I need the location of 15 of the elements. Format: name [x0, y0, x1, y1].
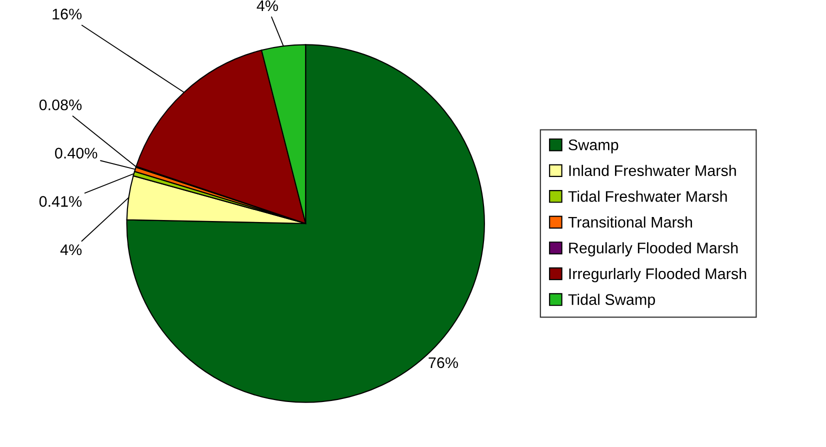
- legend-label: Regularly Flooded Marsh: [569, 242, 738, 256]
- data-label: 0.41%: [39, 196, 82, 207]
- data-label: 4%: [60, 244, 82, 256]
- legend-label: Swamp: [568, 139, 618, 154]
- pie-slice: [126, 44, 485, 403]
- data-label: 16%: [52, 8, 82, 20]
- legend-label: Tidal Freshwater Marsh: [568, 190, 727, 202]
- legend-label: Inland Freshwater Marsh: [569, 164, 736, 176]
- legend-label: Transitional Marsh: [568, 216, 692, 228]
- legend-label: Tidal Swamp: [568, 294, 655, 308]
- legend-label: Irregurlarly Flooded Marsh: [569, 268, 746, 282]
- data-label: 76%: [428, 357, 458, 368]
- data-label: 0.08%: [39, 99, 82, 110]
- data-label: 4%: [256, 0, 278, 12]
- data-label: 0.40%: [55, 148, 98, 159]
